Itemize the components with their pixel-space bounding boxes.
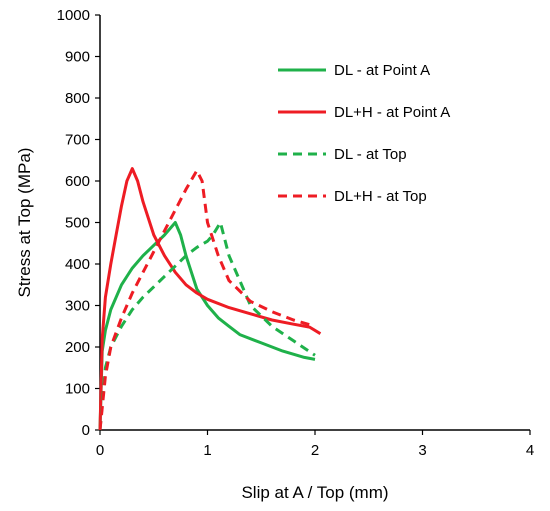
legend-label-2: DL+H - at Point A bbox=[334, 104, 450, 121]
x-tick-label: 3 bbox=[418, 442, 426, 459]
plot-axes bbox=[99, 15, 530, 431]
series-line-4 bbox=[98, 169, 316, 431]
y-tick-label: 100 bbox=[65, 381, 90, 398]
tick-group: 0 100 200 300 400 500 600 700 800 900 1000 0 1 2 3 4 bbox=[57, 7, 535, 459]
series-line-2 bbox=[98, 167, 322, 431]
series-line-1 bbox=[98, 221, 316, 431]
y-tick-label: 400 bbox=[65, 256, 90, 273]
y-tick-label: 300 bbox=[65, 298, 90, 315]
y-tick-label: 0 bbox=[82, 422, 90, 439]
series-line-3 bbox=[98, 221, 316, 431]
legend-label-1: DL - at Point A bbox=[334, 62, 430, 79]
legend-label-3: DL - at Top bbox=[334, 146, 407, 163]
y-tick-label: 1000 bbox=[57, 7, 90, 24]
x-tick-label: 1 bbox=[203, 442, 211, 459]
y-tick-label: 700 bbox=[65, 132, 90, 149]
y-axis-title: Stress at Top (MPa) bbox=[15, 148, 34, 298]
y-tick-label: 200 bbox=[65, 339, 90, 356]
y-tick-label: 900 bbox=[65, 49, 90, 66]
legend-label-4: DL+H - at Top bbox=[334, 188, 427, 205]
x-tick-label: 4 bbox=[526, 442, 534, 459]
y-tick-label: 500 bbox=[65, 215, 90, 232]
legend: DL - at Point A DL+H - at Point A DL - at … bbox=[278, 62, 450, 205]
x-axis-title: Slip at A / Top (mm) bbox=[241, 483, 388, 502]
series-lines bbox=[98, 167, 322, 431]
y-tick-label: 600 bbox=[65, 173, 90, 190]
x-tick-label: 2 bbox=[311, 442, 319, 459]
y-tick-label: 800 bbox=[65, 90, 90, 107]
x-tick-label: 0 bbox=[96, 442, 104, 459]
